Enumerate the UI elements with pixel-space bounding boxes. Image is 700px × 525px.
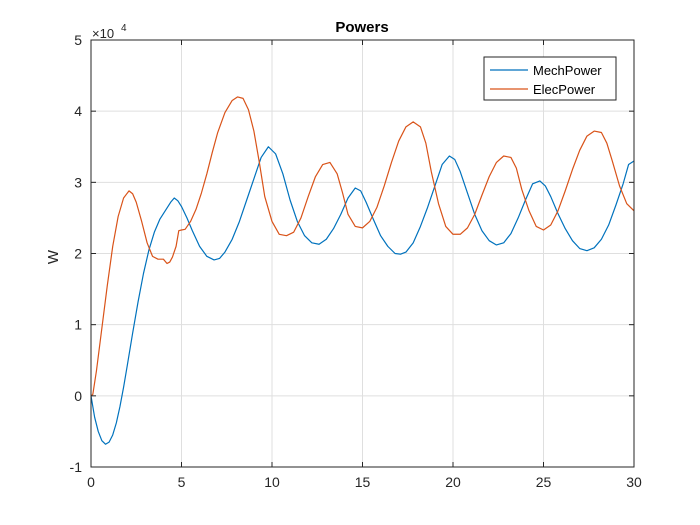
legend: MechPower ElecPower bbox=[483, 56, 617, 101]
x-tick-label: 0 bbox=[87, 474, 95, 490]
series-layer bbox=[90, 96, 635, 445]
y-exponent: ×10 4 bbox=[92, 23, 127, 41]
x-tick-label: 15 bbox=[355, 474, 371, 490]
x-tick-label: 20 bbox=[445, 474, 461, 490]
y-tick-label: -1 bbox=[70, 459, 83, 475]
y-tick-label: 1 bbox=[74, 317, 82, 333]
x-tick-label: 30 bbox=[626, 474, 642, 490]
series-line-mechpower bbox=[90, 146, 635, 445]
y-axis-label: W bbox=[45, 249, 62, 264]
legend-label-elecpower: ElecPower bbox=[533, 82, 596, 97]
y-exponent-base: ×10 bbox=[92, 26, 114, 41]
y-tick-label: 5 bbox=[74, 32, 82, 48]
x-tick-label: 10 bbox=[264, 474, 280, 490]
y-tick-label: 2 bbox=[74, 246, 82, 262]
y-tick-label: 4 bbox=[74, 103, 82, 119]
series-line-elecpower bbox=[90, 96, 635, 397]
chart-title: Powers bbox=[335, 19, 388, 36]
legend-label-mechpower: MechPower bbox=[533, 63, 602, 78]
legend-box bbox=[483, 56, 617, 101]
x-tick-label: 25 bbox=[536, 474, 552, 490]
y-tick-label: 3 bbox=[74, 174, 82, 190]
y-tick-label: 0 bbox=[74, 388, 82, 404]
x-tick-label: 5 bbox=[178, 474, 186, 490]
y-exponent-power: 4 bbox=[121, 23, 127, 34]
